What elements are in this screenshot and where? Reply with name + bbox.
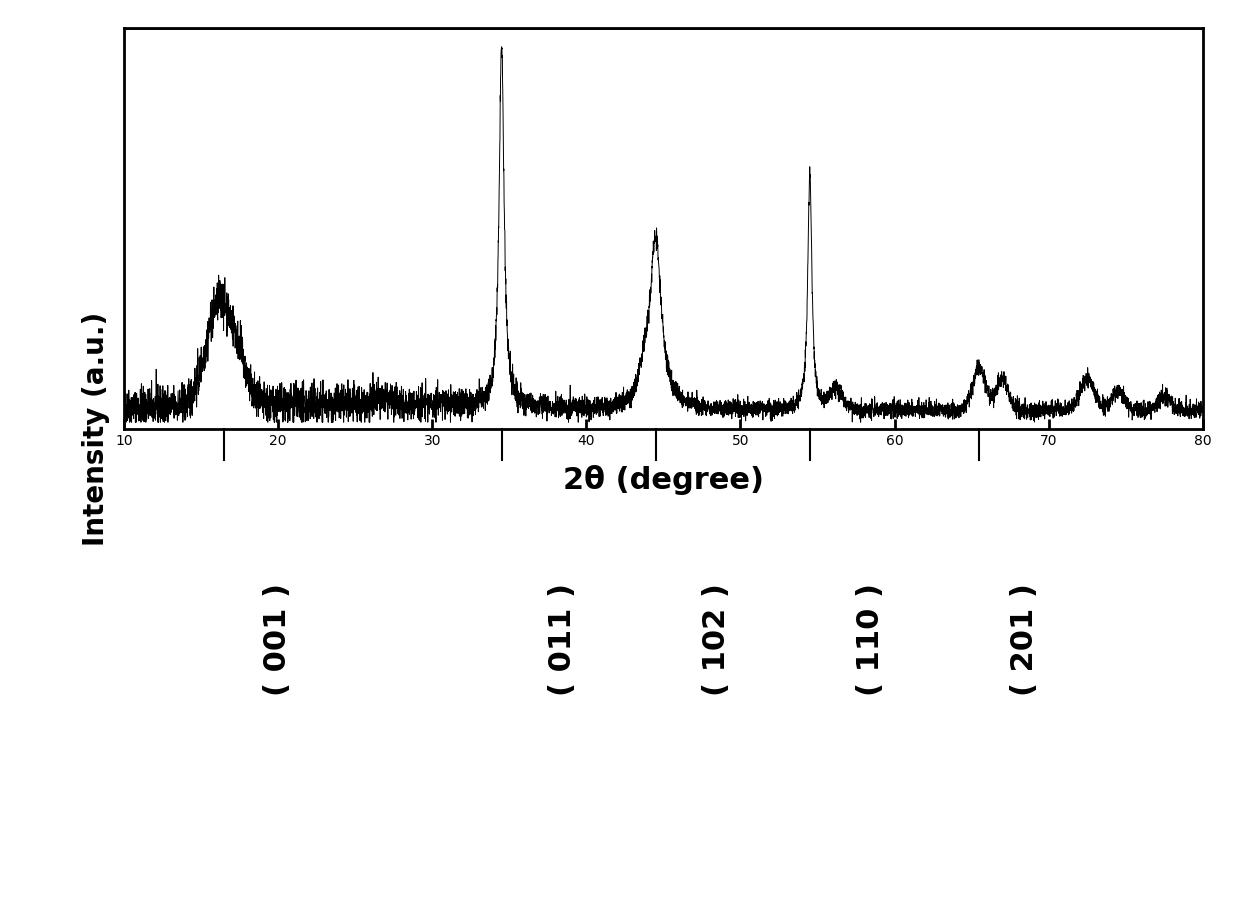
X-axis label: 2θ (degree): 2θ (degree) [563,464,764,495]
Text: ( 102 ): ( 102 ) [702,583,730,696]
Text: ( 011 ): ( 011 ) [548,583,577,696]
Text: ( 001 ): ( 001 ) [263,583,291,696]
Y-axis label: Intensity (a.u.): Intensity (a.u.) [82,312,110,546]
Text: ( 110 ): ( 110 ) [856,583,885,696]
Text: ( 201 ): ( 201 ) [1011,583,1039,696]
